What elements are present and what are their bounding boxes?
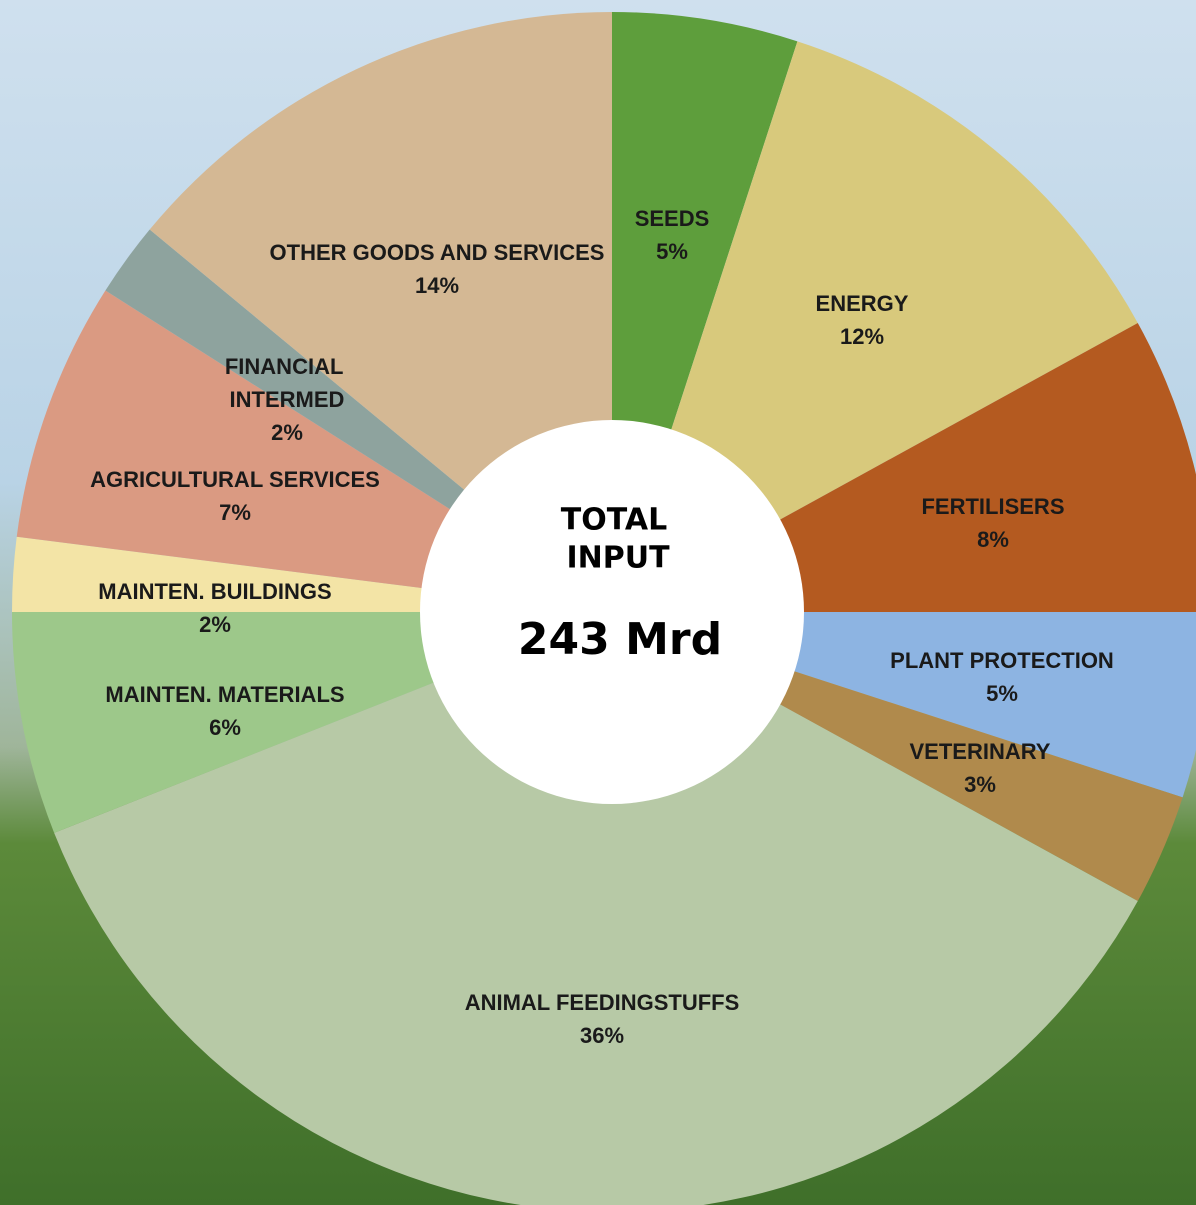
- value-label: 8%: [977, 527, 1009, 552]
- label-line: INTERMED: [230, 387, 345, 412]
- slice-label: AGRICULTURAL SERVICES: [90, 467, 380, 492]
- center-title: INPUT: [566, 541, 670, 576]
- value-label: 2%: [271, 420, 303, 445]
- value-label: 14%: [415, 273, 459, 298]
- slice-label: SEEDS: [635, 206, 710, 231]
- slice-label: MAINTEN. MATERIALS: [105, 682, 344, 707]
- slice-label: ENERGY: [816, 291, 909, 316]
- value-label: 5%: [986, 681, 1018, 706]
- slice-label: VETERINARY: [910, 739, 1051, 764]
- value-label: 3%: [964, 772, 996, 797]
- page: TOTAL INPUT 243 Mrd SEEDS 5% ENERGY 12% FERT…: [0, 0, 1196, 1205]
- value-label: 7%: [219, 500, 251, 525]
- slice-label: PLANT PROTECTION: [890, 648, 1114, 673]
- donut-hole: [420, 420, 804, 804]
- slice-label: ANIMAL FEEDINGSTUFFS: [465, 990, 740, 1015]
- chart: TOTAL INPUT 243 Mrd SEEDS 5% ENERGY 12% FERT…: [0, 0, 1196, 1205]
- value-label: 12%: [840, 324, 884, 349]
- value-label: 2%: [199, 612, 231, 637]
- center-title: TOTAL: [561, 503, 667, 538]
- slice-label: OTHER GOODS AND SERVICES: [270, 240, 605, 265]
- value-label: 5%: [656, 239, 688, 264]
- slice-label: MAINTEN. BUILDINGS: [98, 579, 331, 604]
- slice-label: FERTILISERS: [921, 494, 1064, 519]
- value-label: 6%: [209, 715, 241, 740]
- center-value: 243 Mrd: [518, 614, 722, 665]
- label-line: FINANCIAL: [225, 354, 349, 379]
- value-label: 36%: [580, 1023, 624, 1048]
